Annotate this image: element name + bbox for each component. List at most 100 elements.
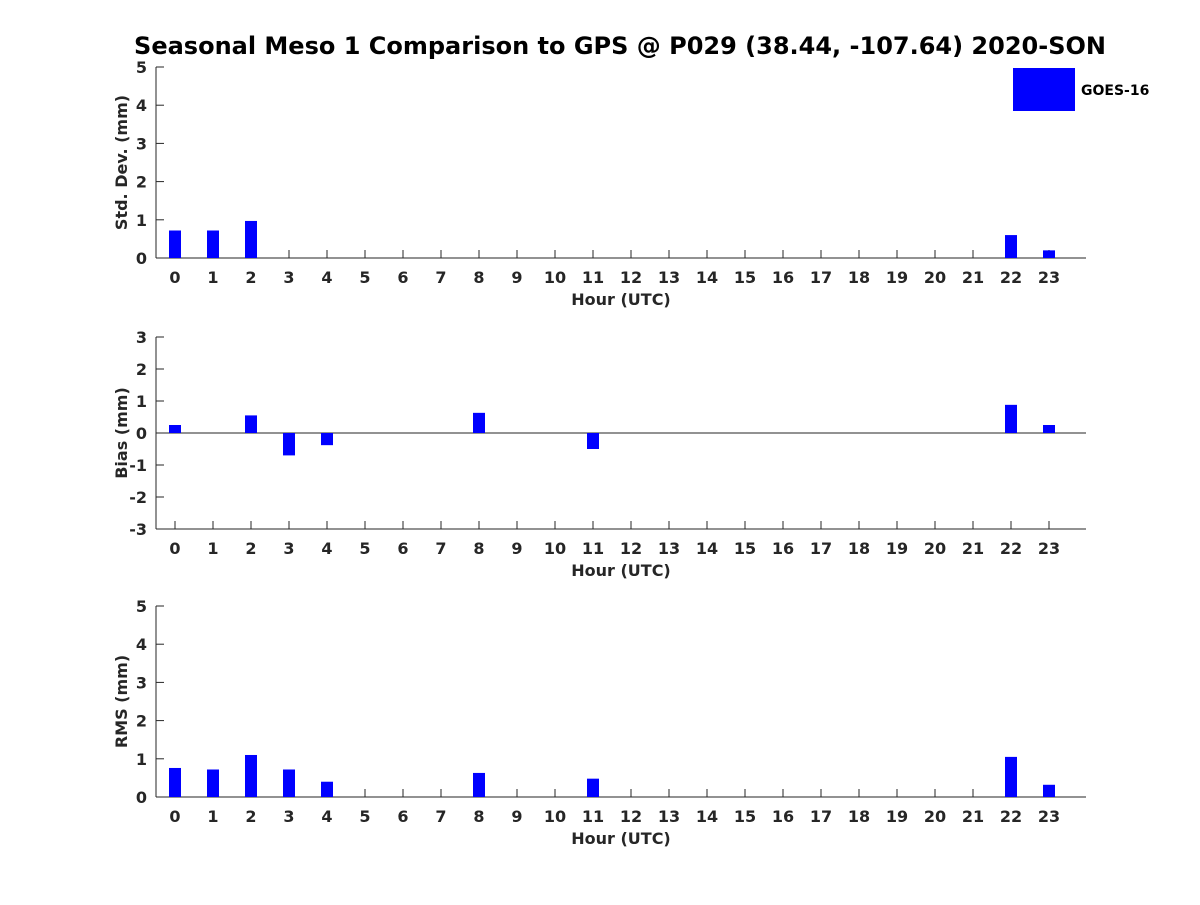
x-tick-label: 16 xyxy=(772,807,794,826)
bar xyxy=(283,769,295,797)
y-tick-label: 3 xyxy=(136,673,147,692)
x-tick-label: 23 xyxy=(1038,807,1060,826)
x-tick-label: 23 xyxy=(1038,268,1060,287)
x-tick-label: 14 xyxy=(696,807,718,826)
bar xyxy=(1005,404,1017,433)
bar xyxy=(473,772,485,797)
chart-title: Seasonal Meso 1 Comparison to GPS @ P029… xyxy=(134,32,1106,60)
x-tick-label: 0 xyxy=(169,539,180,558)
bar xyxy=(1005,235,1017,258)
y-tick-label: 3 xyxy=(136,328,147,347)
x-tick-label: 22 xyxy=(1000,268,1022,287)
x-tick-label: 3 xyxy=(283,268,294,287)
x-tick-label: 17 xyxy=(810,807,832,826)
x-tick-label: 22 xyxy=(1000,539,1022,558)
legend: GOES-16 xyxy=(1013,68,1149,111)
x-tick-label: 5 xyxy=(359,807,370,826)
x-tick-label: 22 xyxy=(1000,807,1022,826)
x-tick-label: 14 xyxy=(696,268,718,287)
bar xyxy=(207,230,219,258)
x-tick-label: 20 xyxy=(924,268,946,287)
legend-swatch xyxy=(1013,68,1075,111)
y-tick-label: 2 xyxy=(136,173,147,192)
x-tick-label: 18 xyxy=(848,807,870,826)
x-tick-label: 8 xyxy=(473,268,484,287)
bar xyxy=(1005,756,1017,797)
x-tick-label: 9 xyxy=(511,268,522,287)
x-tick-label: 21 xyxy=(962,807,984,826)
x-tick-label: 20 xyxy=(924,539,946,558)
x-tick-label: 12 xyxy=(620,539,642,558)
bar xyxy=(245,415,257,433)
x-tick-label: 14 xyxy=(696,539,718,558)
x-tick-label: 4 xyxy=(321,268,332,287)
x-axis-label: Hour (UTC) xyxy=(571,829,671,848)
x-tick-label: 16 xyxy=(772,539,794,558)
x-tick-label: 13 xyxy=(658,807,680,826)
x-tick-label: 20 xyxy=(924,807,946,826)
x-tick-label: 3 xyxy=(283,807,294,826)
x-tick-label: 11 xyxy=(582,539,604,558)
y-tick-label: 1 xyxy=(136,392,147,411)
x-tick-label: 15 xyxy=(734,807,756,826)
x-tick-label: 15 xyxy=(734,539,756,558)
x-tick-label: 2 xyxy=(245,268,256,287)
y-tick-label: 5 xyxy=(136,597,147,616)
x-tick-label: 4 xyxy=(321,807,332,826)
x-tick-label: 12 xyxy=(620,268,642,287)
x-tick-label: 12 xyxy=(620,807,642,826)
x-tick-label: 9 xyxy=(511,539,522,558)
x-tick-label: 6 xyxy=(397,807,408,826)
y-axis-label: Bias (mm) xyxy=(112,387,131,479)
x-tick-label: 17 xyxy=(810,268,832,287)
bar xyxy=(169,425,181,433)
x-tick-label: 3 xyxy=(283,539,294,558)
x-tick-label: 10 xyxy=(544,539,566,558)
bar xyxy=(473,412,485,433)
x-tick-label: 13 xyxy=(658,268,680,287)
y-tick-label: 2 xyxy=(136,360,147,379)
x-tick-label: 21 xyxy=(962,539,984,558)
x-tick-label: 13 xyxy=(658,539,680,558)
bar xyxy=(283,433,295,456)
bar xyxy=(169,230,181,258)
x-tick-label: 1 xyxy=(207,268,218,287)
x-tick-label: 0 xyxy=(169,807,180,826)
bar xyxy=(207,769,219,797)
y-tick-label: 3 xyxy=(136,134,147,153)
y-axis-label: RMS (mm) xyxy=(112,655,131,748)
x-axis-label: Hour (UTC) xyxy=(571,290,671,309)
y-tick-label: 2 xyxy=(136,712,147,731)
x-tick-label: 9 xyxy=(511,807,522,826)
x-tick-label: 7 xyxy=(435,807,446,826)
x-tick-label: 10 xyxy=(544,807,566,826)
x-tick-label: 6 xyxy=(397,539,408,558)
x-tick-label: 19 xyxy=(886,539,908,558)
y-tick-label: 1 xyxy=(136,211,147,230)
x-tick-label: 6 xyxy=(397,268,408,287)
bar xyxy=(321,781,333,797)
y-tick-label: -3 xyxy=(129,520,147,539)
bar xyxy=(245,754,257,797)
y-tick-label: 5 xyxy=(136,58,147,77)
legend-label: GOES-16 xyxy=(1081,83,1149,99)
x-tick-label: 10 xyxy=(544,268,566,287)
y-tick-label: -1 xyxy=(129,456,147,475)
y-tick-label: 1 xyxy=(136,750,147,769)
y-tick-label: 4 xyxy=(136,96,147,115)
x-tick-label: 2 xyxy=(245,539,256,558)
y-axis-label: Std. Dev. (mm) xyxy=(112,95,131,230)
x-tick-label: 1 xyxy=(207,539,218,558)
x-axis-label: Hour (UTC) xyxy=(571,561,671,580)
x-tick-label: 1 xyxy=(207,807,218,826)
x-tick-label: 7 xyxy=(435,268,446,287)
x-tick-label: 7 xyxy=(435,539,446,558)
bar xyxy=(169,767,181,797)
x-tick-label: 19 xyxy=(886,807,908,826)
y-tick-label: -2 xyxy=(129,488,147,507)
x-tick-label: 15 xyxy=(734,268,756,287)
